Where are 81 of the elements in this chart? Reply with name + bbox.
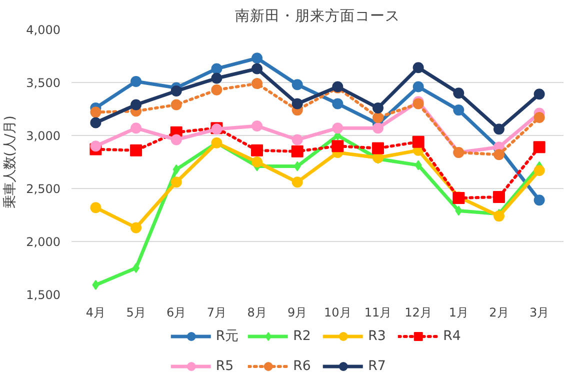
point <box>453 88 464 99</box>
y-tick-label: 2,000 <box>26 235 61 249</box>
point <box>90 202 102 214</box>
point <box>130 122 142 134</box>
y-tick-label: 3,500 <box>26 76 61 90</box>
x-tick-label: 4月 <box>86 306 106 320</box>
point <box>412 62 424 74</box>
point <box>493 149 504 160</box>
y-tick-label: 1,500 <box>26 288 61 302</box>
point <box>372 122 384 134</box>
x-tick-label: 11月 <box>364 306 392 320</box>
point <box>372 112 384 123</box>
legend-label: R4 <box>443 328 462 344</box>
point <box>90 140 102 152</box>
legend-label: R5 <box>216 358 235 374</box>
legend-label: R7 <box>368 358 387 374</box>
point <box>130 144 142 156</box>
point <box>534 112 545 123</box>
point <box>493 210 504 222</box>
point <box>130 222 142 234</box>
y-tick-label: 2,500 <box>26 182 61 196</box>
point <box>412 81 424 92</box>
legend-label: R元 <box>216 328 238 345</box>
point <box>252 120 263 132</box>
y-axis-title: 乗車人数(人/月) <box>3 116 18 208</box>
point <box>170 134 182 146</box>
x-tick-label: 6月 <box>166 306 186 320</box>
x-tick-label: 5月 <box>126 306 146 320</box>
point <box>412 136 424 148</box>
point <box>493 124 504 135</box>
x-tick-label: 8月 <box>247 306 267 320</box>
point <box>294 161 301 172</box>
chart-title: 南新田・朋来方面コース <box>235 8 400 24</box>
point <box>252 63 263 74</box>
point <box>453 104 464 116</box>
point <box>170 85 182 96</box>
legend-label: R2 <box>293 328 312 344</box>
point <box>534 164 545 176</box>
point <box>292 176 303 188</box>
point <box>455 206 462 216</box>
point <box>534 194 545 206</box>
y-tick-label: 4,000 <box>26 23 61 37</box>
point <box>251 144 264 156</box>
point <box>533 141 546 154</box>
x-tick-label: 3月 <box>529 306 550 320</box>
point <box>332 140 344 152</box>
point <box>90 106 102 118</box>
point <box>90 117 102 128</box>
x-tick-label: 12月 <box>404 306 432 320</box>
point <box>492 190 505 203</box>
point <box>211 63 222 74</box>
point <box>252 78 263 90</box>
point <box>534 88 545 100</box>
point <box>132 263 140 273</box>
point <box>172 164 180 174</box>
point <box>292 134 303 146</box>
legend-label: R6 <box>293 358 312 374</box>
point <box>211 72 222 84</box>
point <box>414 160 422 170</box>
point <box>332 98 344 110</box>
point <box>92 280 100 290</box>
x-tick-label: 7月 <box>206 306 227 320</box>
point <box>170 99 182 110</box>
x-tick-label: 2月 <box>489 306 509 320</box>
point <box>291 145 304 158</box>
point <box>372 142 384 154</box>
point <box>130 99 142 110</box>
y-tick-label: 3,000 <box>26 129 61 143</box>
point <box>372 102 384 114</box>
x-tick-label: 10月 <box>324 306 352 320</box>
point <box>170 176 182 188</box>
point <box>211 84 222 96</box>
point <box>252 52 263 64</box>
point <box>332 122 344 134</box>
legend-label: R3 <box>368 328 387 344</box>
point <box>292 98 303 110</box>
point <box>130 76 142 87</box>
point <box>252 156 263 168</box>
x-tick-label: 9月 <box>288 306 308 320</box>
x-tick-label: 1月 <box>448 306 468 320</box>
point <box>292 79 303 90</box>
